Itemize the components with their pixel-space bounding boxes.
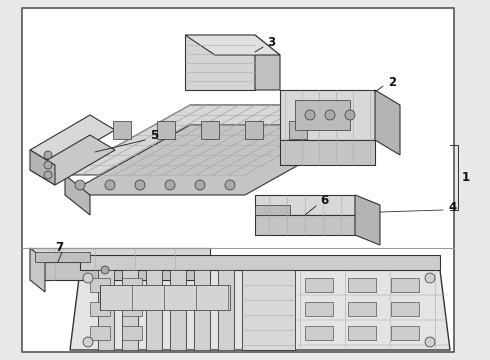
Circle shape	[425, 337, 435, 347]
Polygon shape	[122, 278, 142, 292]
Polygon shape	[185, 35, 255, 90]
Text: 3: 3	[267, 36, 275, 49]
Polygon shape	[146, 270, 162, 350]
Polygon shape	[391, 278, 419, 292]
Circle shape	[305, 110, 315, 120]
Polygon shape	[348, 302, 376, 316]
Polygon shape	[122, 270, 138, 350]
Polygon shape	[30, 262, 210, 280]
Circle shape	[75, 180, 85, 190]
Text: 6: 6	[320, 194, 328, 207]
Polygon shape	[280, 90, 375, 140]
Polygon shape	[348, 326, 376, 340]
Text: 4: 4	[448, 201, 456, 213]
Polygon shape	[355, 195, 380, 245]
Polygon shape	[35, 252, 90, 262]
Polygon shape	[305, 278, 333, 292]
Polygon shape	[90, 326, 110, 340]
Circle shape	[44, 171, 52, 179]
Circle shape	[101, 266, 109, 274]
Text: 1: 1	[462, 171, 470, 184]
Polygon shape	[305, 326, 333, 340]
Polygon shape	[65, 175, 90, 215]
Circle shape	[83, 273, 93, 283]
Circle shape	[44, 161, 52, 169]
FancyBboxPatch shape	[22, 8, 454, 352]
Polygon shape	[280, 140, 375, 165]
Polygon shape	[375, 90, 400, 155]
Polygon shape	[100, 285, 230, 310]
Circle shape	[195, 180, 205, 190]
Polygon shape	[289, 121, 307, 139]
Polygon shape	[98, 270, 114, 350]
Text: 7: 7	[55, 240, 63, 253]
Polygon shape	[255, 195, 355, 215]
Polygon shape	[255, 205, 290, 215]
Polygon shape	[30, 115, 115, 165]
Polygon shape	[348, 278, 376, 292]
Polygon shape	[65, 105, 370, 175]
Circle shape	[225, 180, 235, 190]
Circle shape	[83, 337, 93, 347]
Circle shape	[325, 110, 335, 120]
Circle shape	[44, 151, 52, 159]
Polygon shape	[305, 302, 333, 316]
Circle shape	[425, 273, 435, 283]
Polygon shape	[30, 248, 210, 262]
Polygon shape	[30, 135, 115, 185]
Polygon shape	[157, 121, 175, 139]
Polygon shape	[30, 150, 55, 185]
Polygon shape	[245, 121, 263, 139]
Polygon shape	[80, 255, 440, 270]
Polygon shape	[90, 302, 110, 316]
Polygon shape	[194, 270, 210, 350]
Polygon shape	[255, 215, 355, 235]
Polygon shape	[170, 270, 186, 350]
Circle shape	[165, 180, 175, 190]
Polygon shape	[242, 270, 295, 350]
Polygon shape	[90, 278, 110, 292]
Circle shape	[105, 180, 115, 190]
Circle shape	[345, 110, 355, 120]
Polygon shape	[255, 35, 280, 90]
Polygon shape	[295, 100, 350, 130]
Polygon shape	[185, 35, 280, 55]
Polygon shape	[70, 270, 450, 350]
Circle shape	[135, 180, 145, 190]
Text: 2: 2	[388, 76, 396, 89]
Polygon shape	[65, 125, 370, 195]
Polygon shape	[122, 326, 142, 340]
Polygon shape	[391, 302, 419, 316]
Polygon shape	[122, 302, 142, 316]
Polygon shape	[218, 270, 234, 350]
Polygon shape	[113, 121, 131, 139]
Polygon shape	[391, 326, 419, 340]
Text: 5: 5	[150, 129, 158, 141]
Polygon shape	[201, 121, 219, 139]
Polygon shape	[30, 248, 45, 292]
